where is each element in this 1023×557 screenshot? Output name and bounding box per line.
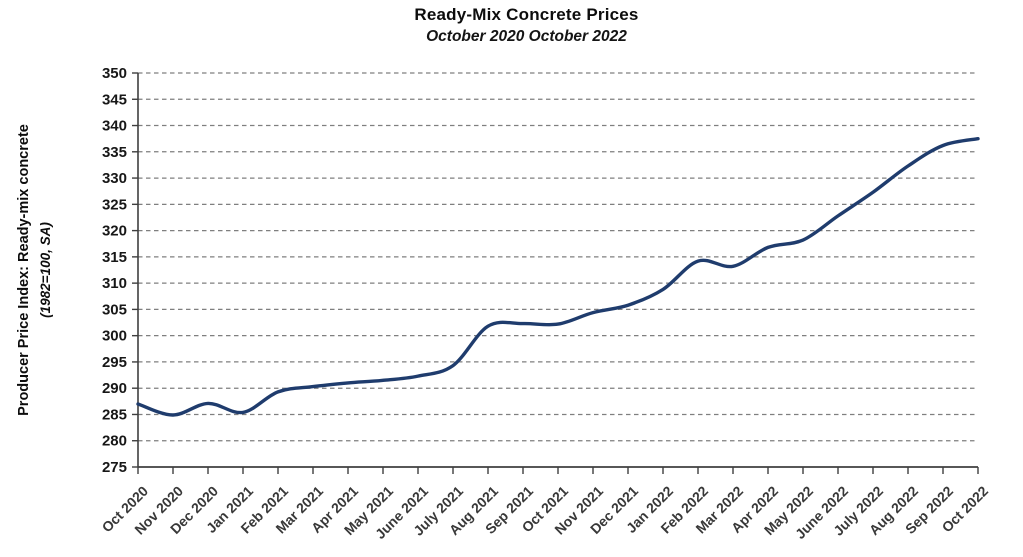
price-line [136,137,980,417]
y-tick-label: 350 [102,65,127,82]
y-tick-label: 305 [102,301,127,318]
y-tick-label: 300 [102,328,127,345]
chart-title: Ready-Mix Concrete Prices [414,5,639,24]
y-tick-label: 320 [102,223,127,240]
y-tick-label: 335 [102,144,127,161]
chart-title-block: Ready-Mix Concrete Prices October 2020 O… [30,5,1023,46]
y-tick-label: 280 [102,433,127,450]
y-tick-label: 275 [102,459,127,476]
y-tick-label: 315 [102,249,127,266]
y-tick-label: 340 [102,118,127,135]
y-tick-label: 325 [102,196,127,213]
y-tick-label: 330 [102,170,127,187]
y-tick-label: 295 [102,354,127,371]
chart-subtitle: October 2020 October 2022 [426,28,627,45]
y-tick-label: 285 [102,406,127,423]
y-tick-label: 290 [102,380,127,397]
y-tick-label: 310 [102,275,127,292]
y-tick-label: 345 [102,91,127,108]
